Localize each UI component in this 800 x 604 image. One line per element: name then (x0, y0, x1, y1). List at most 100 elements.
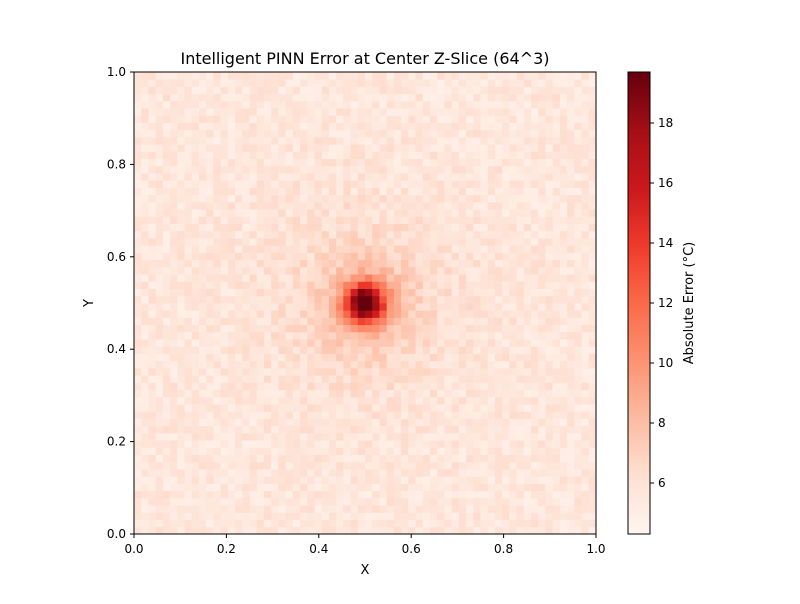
heatmap-cell (321, 72, 330, 80)
heatmap-cell (162, 136, 171, 145)
heatmap-cell (581, 469, 590, 477)
heatmap-cell (242, 396, 250, 405)
heatmap-cell (328, 396, 337, 405)
colorbar-segment (628, 456, 650, 460)
heatmap-cell (321, 129, 330, 138)
heatmap-cell (343, 259, 351, 268)
heatmap-cell (134, 79, 142, 87)
heatmap-cell (249, 512, 258, 520)
heatmap-cell (574, 266, 582, 275)
heatmap-cell (220, 396, 229, 405)
heatmap-cell (307, 230, 315, 239)
heatmap-cell (559, 129, 568, 138)
heatmap-cell (170, 72, 178, 80)
heatmap-cell (516, 72, 525, 80)
heatmap-cell (249, 194, 258, 203)
heatmap-cell (285, 93, 294, 102)
heatmap-cell (350, 187, 359, 196)
heatmap-cell (141, 505, 149, 513)
heatmap-cell (155, 259, 164, 268)
heatmap-cell (170, 136, 178, 145)
colorbar-segment (628, 471, 650, 475)
heatmap-cell (307, 339, 315, 347)
heatmap-cell (516, 425, 525, 434)
heatmap-cell (588, 144, 597, 152)
heatmap-cell (191, 295, 200, 304)
heatmap-cell (386, 526, 395, 535)
heatmap-cell (393, 274, 402, 282)
heatmap-cell (271, 375, 279, 383)
colorbar-segment (628, 462, 650, 466)
heatmap-cell (242, 288, 250, 297)
heatmap-cell (213, 339, 222, 347)
heatmap-cell (437, 274, 445, 282)
heatmap-cell (321, 476, 330, 484)
heatmap-cell (134, 418, 142, 427)
heatmap-cell (531, 389, 539, 398)
heatmap-cell (552, 187, 561, 196)
heatmap-cell (263, 201, 272, 210)
heatmap-cell (466, 440, 474, 448)
heatmap-cell (567, 266, 575, 275)
heatmap-cell (393, 404, 402, 412)
heatmap-cell (509, 274, 517, 282)
heatmap-cell (458, 187, 467, 196)
heatmap-cell (494, 512, 503, 520)
heatmap-cell (357, 505, 366, 513)
heatmap-cell (263, 303, 272, 311)
heatmap-cell (249, 303, 258, 311)
heatmap-cell (365, 144, 373, 152)
heatmap-cell (567, 353, 575, 362)
heatmap-cell (588, 404, 597, 412)
heatmap-cell (184, 382, 193, 391)
heatmap-cell (263, 129, 272, 138)
heatmap-cell (372, 122, 380, 131)
heatmap-cell (480, 201, 489, 210)
heatmap-cell (393, 497, 402, 506)
heatmap-cell (256, 122, 265, 131)
heatmap-cell (365, 100, 373, 109)
heatmap-cell (559, 288, 568, 297)
heatmap-cell (328, 324, 337, 333)
heatmap-cell (184, 216, 193, 224)
heatmap-cell (321, 454, 330, 463)
heatmap-cell (466, 483, 474, 492)
heatmap-cell (278, 476, 286, 484)
heatmap-cell (408, 375, 416, 383)
heatmap-cell (458, 180, 467, 188)
heatmap-cell (134, 360, 142, 369)
heatmap-cell (379, 72, 388, 80)
heatmap-cell (300, 259, 308, 268)
heatmap-cell (415, 274, 424, 282)
heatmap-cell (401, 259, 409, 268)
heatmap-cell (559, 274, 568, 282)
heatmap-cell (545, 238, 554, 246)
heatmap-cell (429, 86, 438, 95)
heatmap-cell (263, 483, 272, 492)
heatmap-cell (256, 165, 265, 174)
heatmap-cell (372, 151, 380, 160)
heatmap-cell (415, 469, 424, 477)
heatmap-cell (487, 440, 496, 448)
heatmap-cell (263, 115, 272, 123)
heatmap-cell (242, 216, 250, 224)
heatmap-cell (213, 194, 222, 203)
heatmap-cell (393, 209, 402, 217)
heatmap-cell (220, 100, 229, 109)
heatmap-cell (480, 274, 489, 282)
heatmap-cell (466, 108, 474, 116)
heatmap-cell (567, 122, 575, 131)
heatmap-cell (184, 173, 193, 181)
heatmap-cell (588, 469, 597, 477)
heatmap-cell (206, 252, 214, 261)
heatmap-cell (321, 469, 330, 477)
heatmap-cell (480, 317, 489, 326)
heatmap-cell (155, 187, 164, 196)
heatmap-cell (437, 187, 445, 196)
heatmap-cell (444, 122, 453, 131)
heatmap-cell (574, 490, 582, 499)
heatmap-cell (350, 331, 359, 340)
heatmap-cell (581, 223, 590, 232)
heatmap-cell (516, 331, 525, 340)
